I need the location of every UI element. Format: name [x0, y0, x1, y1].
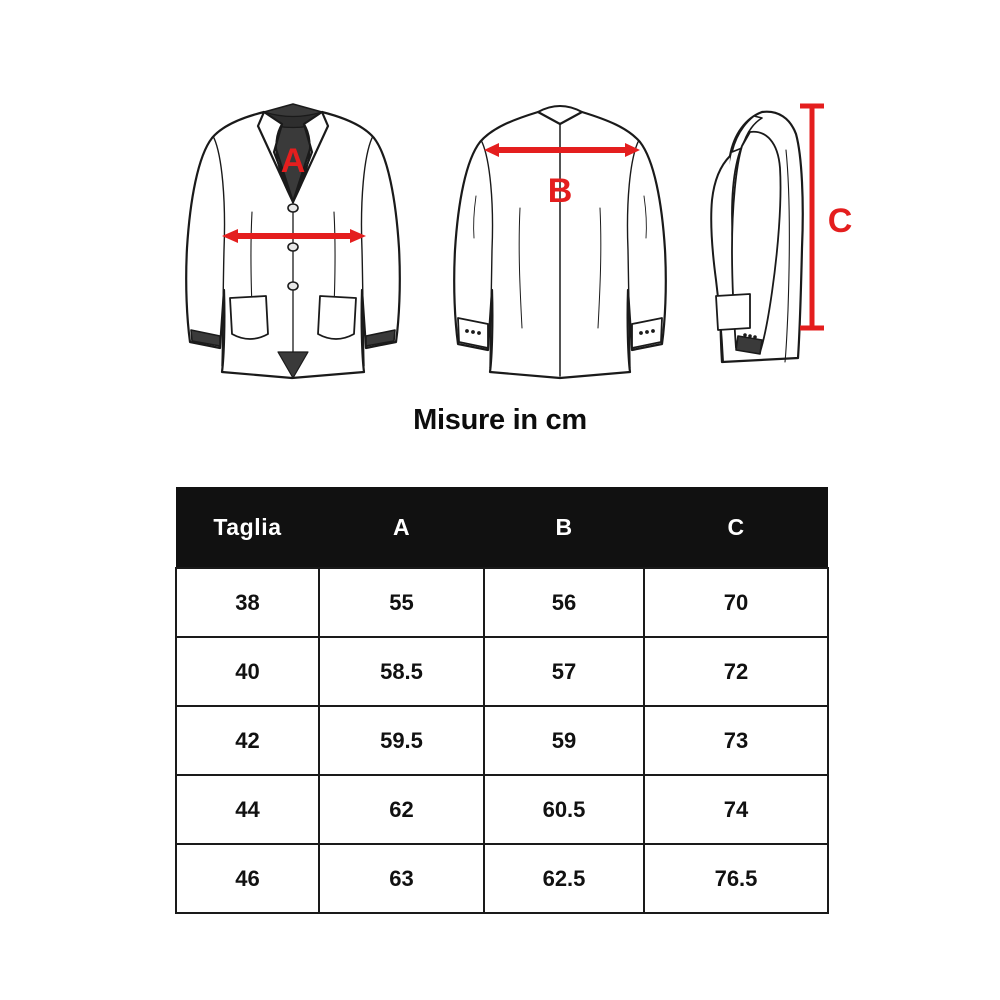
- measurement-label-c: C: [828, 202, 853, 240]
- jacket-front-view: A: [178, 90, 408, 390]
- pocket-left: [229, 295, 269, 340]
- pocket-side: [715, 293, 751, 331]
- seam-shoulder-left: [213, 137, 226, 367]
- hem-vent: [277, 351, 309, 379]
- measurement-arrow-a: [222, 229, 366, 243]
- jacket-illustrations: A: [0, 90, 1000, 390]
- dart-right: [597, 207, 602, 329]
- column-header-taglia: Taglia: [176, 487, 319, 568]
- seam-armhole-left: [481, 141, 494, 369]
- lapel-right: [291, 110, 330, 204]
- measurement-label-a: A: [281, 142, 306, 180]
- size-table-head: Taglia A B C: [176, 487, 828, 568]
- cuff-buttons-side: [743, 333, 757, 339]
- cell-measure-b: 56: [483, 567, 645, 638]
- cell-measure-c: 73: [643, 705, 829, 776]
- cell-measure-b: 59: [483, 705, 645, 776]
- measurement-arrow-b: [484, 143, 640, 157]
- cell-measure-a: 58.5: [318, 636, 485, 707]
- size-table: Taglia A B C 38 55 56 70 40 58.5 57 72: [175, 487, 829, 914]
- cell-measure-a: 62: [318, 774, 485, 845]
- cell-measure-c: 74: [643, 774, 829, 845]
- cell-size: 38: [175, 567, 320, 638]
- measurement-label-b: B: [548, 172, 573, 210]
- sleeve-fold-left: [473, 195, 477, 239]
- side-seam: [784, 149, 790, 363]
- cell-measure-c: 70: [643, 567, 829, 638]
- table-row: 40 58.5 57 72: [175, 636, 829, 707]
- size-table-container: Taglia A B C 38 55 56 70 40 58.5 57 72: [175, 487, 829, 914]
- table-row: 38 55 56 70: [175, 567, 829, 638]
- cell-size: 44: [175, 774, 320, 845]
- measurements-caption: Misure in cm: [413, 404, 587, 436]
- cell-measure-a: 59.5: [318, 705, 485, 776]
- cuff-buttons-left: [465, 329, 481, 335]
- measurement-line-c: [800, 103, 824, 331]
- arrowhead-a-left: [222, 229, 238, 243]
- column-header-c: C: [644, 487, 828, 568]
- pocket-right: [317, 295, 357, 340]
- cell-measure-b: 57: [483, 636, 645, 707]
- size-table-body: 38 55 56 70 40 58.5 57 72 42 59.5 59 73: [175, 567, 829, 914]
- cell-measure-c: 72: [643, 636, 829, 707]
- dart-left: [518, 207, 523, 329]
- cell-measure-b: 60.5: [483, 774, 645, 845]
- arrowhead-b-right: [625, 143, 640, 157]
- column-header-a: A: [319, 487, 484, 568]
- cuff-right: [365, 329, 396, 347]
- front-button-3: [287, 281, 299, 291]
- table-header-row: Taglia A B C: [176, 487, 828, 568]
- cell-size: 46: [175, 843, 320, 914]
- cell-measure-b: 62.5: [483, 843, 645, 914]
- cell-size: 42: [175, 705, 320, 776]
- cell-measure-a: 63: [318, 843, 485, 914]
- jacket-back-view: B: [440, 90, 680, 390]
- cuff-left: [190, 329, 221, 347]
- arrowhead-b-left: [484, 143, 499, 157]
- jacket-side-view: C: [690, 90, 870, 390]
- lapel-roll-right: [292, 123, 311, 203]
- lapel-left: [256, 110, 295, 204]
- column-header-b: B: [484, 487, 644, 568]
- table-row: 46 63 62.5 76.5: [175, 843, 829, 914]
- cell-measure-a: 55: [318, 567, 485, 638]
- cuff-buttons-right: [639, 329, 655, 335]
- sleeve-fold-right: [643, 195, 647, 239]
- front-button-2: [287, 242, 299, 252]
- table-row: 42 59.5 59 73: [175, 705, 829, 776]
- cell-size: 40: [175, 636, 320, 707]
- cuff-side: [735, 335, 763, 355]
- cell-measure-c: 76.5: [643, 843, 829, 914]
- seam-armhole-right: [626, 141, 639, 369]
- front-button-1: [287, 203, 299, 213]
- table-row: 44 62 60.5 74: [175, 774, 829, 845]
- lapel-roll-left: [275, 123, 294, 203]
- seam-shoulder-right: [360, 137, 373, 367]
- arrowhead-a-right: [350, 229, 366, 243]
